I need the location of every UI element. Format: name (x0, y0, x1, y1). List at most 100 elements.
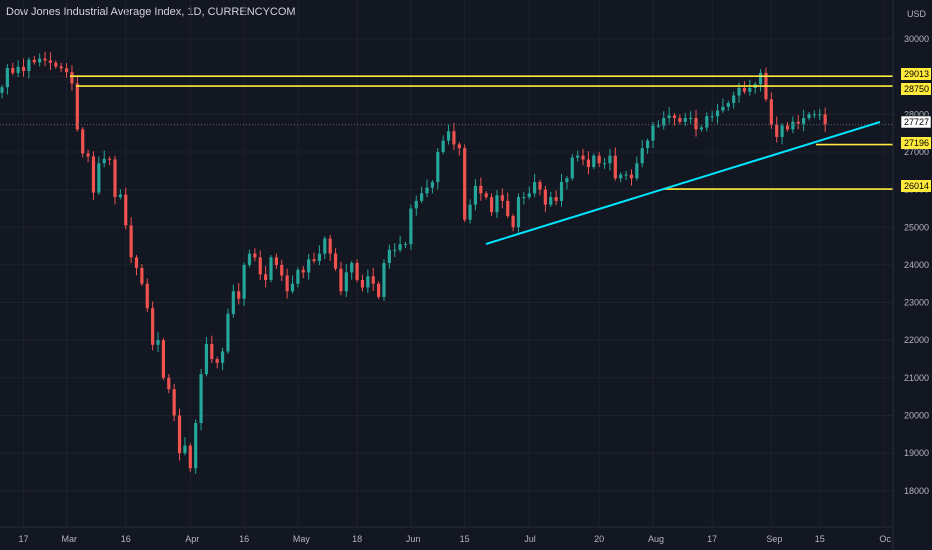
candle (5, 64, 9, 95)
price-tick-label: 22000 (904, 335, 929, 345)
candle (145, 278, 149, 313)
candle-body (269, 257, 273, 280)
candle (446, 124, 451, 145)
candle-body (403, 244, 408, 246)
candle-body (75, 83, 79, 130)
candle-body (597, 155, 601, 164)
candle (533, 173, 537, 198)
level-price-tag[interactable]: 26014 (901, 180, 931, 192)
candle-body (667, 115, 671, 119)
price-tag-label: 27196 (904, 138, 929, 148)
candle-body (758, 72, 763, 85)
candle (613, 147, 617, 181)
candle (124, 187, 128, 230)
candle (436, 148, 440, 190)
candle (629, 169, 634, 186)
candle-body (5, 67, 9, 88)
last-price-tag[interactable]: 27727 (900, 115, 932, 129)
candle-body (796, 121, 800, 124)
candle (812, 110, 816, 119)
time-axis[interactable]: 17 Mar 16 Apr 16 May 18 Jun 15 Jul 20 Aug 17 Sep 15 Oc (0, 526, 893, 544)
candle (468, 199, 472, 224)
candle-body (258, 257, 262, 275)
candle (807, 112, 811, 121)
time-tick-label: 18 (352, 534, 362, 544)
candle (506, 192, 510, 219)
candle (274, 253, 278, 269)
candle-body (635, 163, 639, 179)
price-tag-label: 29013 (904, 69, 929, 79)
candle (758, 69, 763, 92)
candle (764, 67, 768, 102)
candle-body (608, 155, 612, 164)
price-tick-label: 21000 (904, 373, 929, 383)
price-tick-label: 18000 (904, 486, 929, 496)
candle (258, 250, 262, 280)
candle (350, 260, 354, 280)
candle-body (629, 174, 634, 179)
level-price-tag[interactable]: 29013 (901, 68, 931, 80)
candle (818, 109, 822, 120)
candle-body (802, 118, 806, 124)
candle-body (11, 67, 15, 73)
price-tag-label: 28750 (904, 84, 929, 94)
candle-body (457, 144, 461, 149)
candle-body (382, 263, 386, 297)
candle-body (409, 208, 413, 245)
candle (108, 156, 112, 166)
candle-body (280, 264, 284, 276)
chart-title: Dow Jones Industrial Average Index, 1D, … (6, 6, 296, 18)
price-axis[interactable]: USD 18000 19000 20000 21000 22000 23000 24000 25… (892, 0, 932, 550)
candle (441, 135, 445, 155)
candle (452, 122, 456, 151)
candle-body (559, 182, 564, 201)
candle (753, 81, 757, 94)
candle (134, 255, 139, 276)
time-tick-label: May (293, 534, 311, 544)
level-price-tag[interactable]: 28750 (901, 83, 931, 95)
candle (576, 150, 580, 162)
candle-body (296, 269, 300, 284)
candle (264, 266, 268, 288)
candle (705, 112, 709, 132)
candle-body (533, 182, 537, 194)
candle-body (565, 178, 569, 183)
candle-body (355, 263, 359, 280)
candle-body (183, 445, 187, 454)
candle-body (791, 121, 795, 130)
level-price-tag[interactable]: 27196 (901, 137, 931, 149)
candle-body (506, 200, 510, 216)
candle (619, 172, 623, 183)
candle-body (463, 148, 467, 220)
trendline[interactable] (485, 121, 881, 245)
candle (11, 62, 15, 76)
candles-group (0, 51, 827, 474)
candle-body (264, 274, 268, 280)
candle (640, 139, 644, 168)
candle-body (732, 95, 736, 104)
candle (285, 268, 289, 299)
candle-body (694, 118, 698, 130)
candle-body (581, 155, 585, 160)
candle-body (769, 99, 773, 125)
candle (554, 190, 558, 205)
candle-body (21, 66, 26, 72)
candle-body (812, 114, 816, 116)
candle-body (656, 125, 660, 127)
candle (323, 236, 327, 260)
candle (27, 57, 31, 79)
candle (748, 79, 752, 96)
time-tick-label: 15 (815, 534, 825, 544)
time-tick-label: 16 (239, 534, 249, 544)
candle (742, 81, 747, 94)
candle (48, 52, 53, 71)
candle (635, 156, 639, 181)
candle-body (775, 124, 779, 137)
candle-body (285, 275, 289, 292)
candle-body (662, 118, 666, 126)
candle-body (651, 125, 655, 141)
candle-body (484, 193, 488, 198)
candle (796, 115, 800, 130)
candle-body (237, 291, 241, 299)
